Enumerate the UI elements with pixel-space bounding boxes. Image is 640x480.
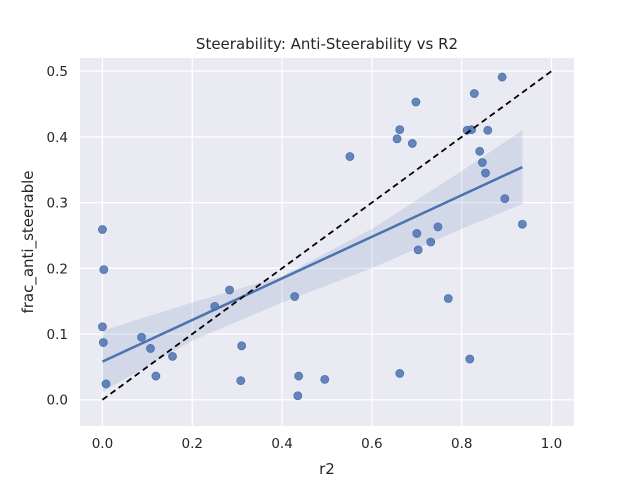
data-point: [497, 72, 507, 82]
data-point: [290, 292, 300, 301]
y-tick-label: 0.5: [47, 64, 68, 80]
confidence-band: [102, 130, 523, 392]
data-point: [98, 322, 107, 332]
data-point: [412, 229, 422, 238]
data-point: [469, 89, 479, 98]
data-point: [426, 237, 436, 247]
confidence-band-area: [102, 130, 523, 392]
data-point: [225, 285, 234, 295]
reference-dashed-line: [101, 70, 553, 401]
data-point: [395, 125, 405, 135]
data-point: [413, 245, 423, 255]
data-point: [320, 374, 330, 384]
y-tick-label: 0.3: [47, 196, 68, 212]
data-point: [407, 139, 417, 148]
data-point: [483, 125, 493, 135]
data-point: [477, 158, 487, 167]
y-ticks: 0.0 0.1 0.2 0.3 0.4 0.5: [47, 64, 68, 409]
y-tick-label: 0.4: [47, 130, 68, 146]
data-point: [500, 194, 510, 204]
data-point: [433, 222, 443, 232]
y-tick-label: 0.2: [47, 261, 68, 277]
x-tick-label: 0.6: [361, 436, 382, 452]
data-point: [168, 351, 177, 361]
data-point: [395, 369, 405, 378]
plot-background: [80, 58, 574, 426]
data-point: [411, 97, 421, 107]
data-point: [475, 146, 485, 156]
data-point: [465, 354, 475, 364]
data-point: [481, 168, 490, 178]
data-point: [237, 341, 247, 351]
data-point: [517, 219, 527, 229]
data-point: [392, 134, 402, 144]
x-axis-label: r2: [319, 460, 335, 478]
data-point: [443, 294, 453, 303]
x-tick-label: 1.0: [541, 436, 562, 452]
data-points: [98, 72, 527, 401]
data-point: [98, 225, 107, 234]
data-point: [293, 391, 303, 401]
grid-lines: [80, 58, 574, 426]
reference-line: [101, 70, 553, 401]
y-tick-label: 0.0: [47, 393, 68, 409]
x-tick-label: 0.2: [182, 436, 203, 452]
y-axis-label: frac_anti_steerable: [19, 170, 38, 313]
data-point: [151, 371, 161, 381]
regression-fit-line: [101, 165, 523, 363]
data-point: [294, 371, 304, 381]
x-tick-label: 0.4: [271, 436, 292, 452]
x-tick-label: 0.8: [451, 436, 472, 452]
chart-title: Steerability: Anti-Steerability vs R2: [196, 35, 458, 53]
data-point: [137, 332, 146, 342]
data-point: [99, 265, 109, 275]
x-tick-label: 0.0: [92, 436, 113, 452]
data-point: [236, 376, 246, 386]
data-point: [345, 152, 355, 161]
x-ticks: 0.0 0.2 0.4 0.6 0.8 1.0: [92, 436, 563, 452]
data-point: [146, 344, 155, 353]
y-tick-label: 0.1: [47, 327, 68, 343]
regression-line: [101, 165, 523, 363]
data-point: [101, 379, 111, 389]
data-point: [98, 338, 108, 347]
